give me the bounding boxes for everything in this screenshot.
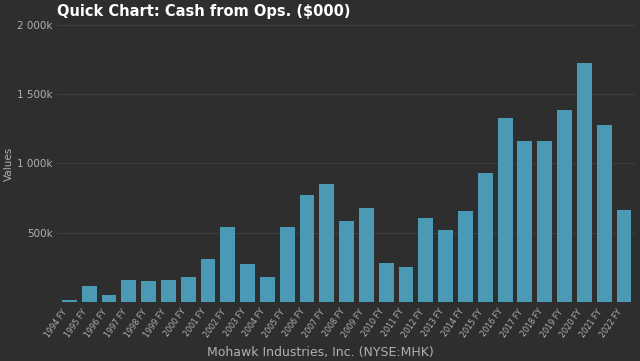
Bar — [82, 287, 97, 303]
Bar — [458, 211, 473, 303]
Text: Quick Chart: Cash from Ops. ($000): Quick Chart: Cash from Ops. ($000) — [58, 4, 351, 19]
Bar — [399, 267, 413, 303]
Y-axis label: Values: Values — [4, 146, 14, 180]
Bar — [577, 63, 592, 303]
Bar — [538, 140, 552, 303]
Bar — [180, 277, 196, 303]
Bar — [438, 230, 453, 303]
Bar — [518, 140, 532, 303]
Bar — [300, 195, 314, 303]
Bar — [141, 281, 156, 303]
Bar — [419, 218, 433, 303]
Bar — [240, 264, 255, 303]
Bar — [339, 221, 354, 303]
Bar — [557, 110, 572, 303]
Bar — [498, 118, 513, 303]
Bar — [596, 125, 612, 303]
Bar — [102, 296, 116, 303]
Bar — [62, 300, 77, 303]
Bar — [280, 227, 294, 303]
Bar — [161, 280, 176, 303]
Bar — [200, 259, 216, 303]
Bar — [478, 173, 493, 303]
Bar — [220, 227, 236, 303]
Bar — [122, 280, 136, 303]
Bar — [260, 277, 275, 303]
Bar — [319, 184, 334, 303]
Bar — [616, 210, 632, 303]
Text: Mohawk Industries, Inc. (NYSE:MHK): Mohawk Industries, Inc. (NYSE:MHK) — [207, 346, 433, 359]
Bar — [359, 208, 374, 303]
Bar — [379, 263, 394, 303]
